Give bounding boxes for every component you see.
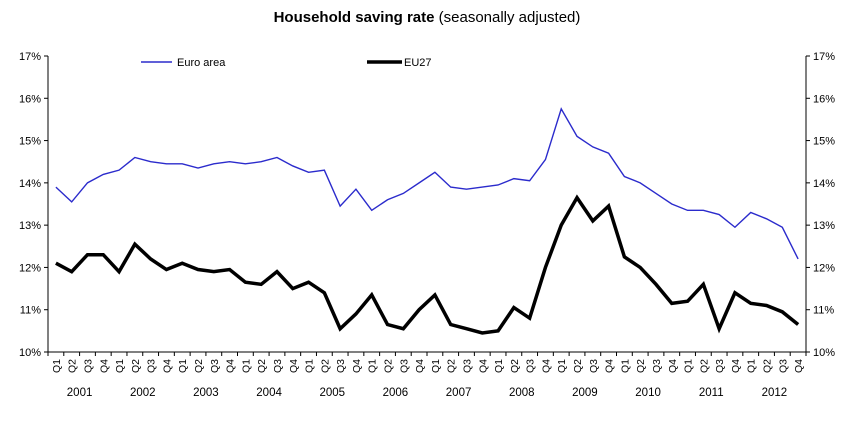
x-tick-label-quarter: Q3	[651, 359, 663, 373]
x-tick-label-quarter: Q2	[67, 359, 79, 373]
x-tick-label-quarter: Q2	[762, 359, 774, 373]
chart-page: Household saving rate (seasonally adjust…	[0, 0, 854, 399]
x-tick-label-quarter: Q3	[714, 359, 726, 373]
y-tick-label-left: 12%	[19, 262, 41, 274]
x-year-label: 2011	[699, 387, 724, 399]
x-tick-label-quarter: Q4	[414, 359, 426, 373]
chart-title-suffix: (seasonally adjusted)	[434, 9, 581, 26]
x-tick-label-quarter: Q4	[161, 359, 173, 373]
x-year-label: 2003	[193, 387, 219, 399]
y-tick-label-right: 12%	[813, 262, 835, 274]
x-tick-label-quarter: Q1	[619, 359, 631, 373]
x-tick-label-quarter: Q2	[509, 359, 521, 373]
x-tick-label-quarter: Q2	[698, 359, 710, 373]
x-tick-label-quarter: Q1	[683, 359, 695, 373]
y-tick-label-left: 17%	[19, 51, 41, 63]
x-year-label: 2006	[383, 387, 409, 399]
y-tick-label-left: 14%	[19, 178, 41, 190]
x-tick-label-quarter: Q2	[130, 359, 142, 373]
y-tick-label-right: 17%	[813, 51, 835, 63]
series-line-eu27	[55, 194, 800, 335]
x-tick-label-quarter: Q3	[209, 359, 221, 373]
x-year-label: 2009	[572, 387, 598, 399]
x-year-label: 2004	[256, 387, 282, 399]
x-tick-label-quarter: Q4	[288, 359, 300, 373]
x-tick-label-quarter: Q1	[430, 359, 442, 373]
x-tick-label-quarter: Q2	[446, 359, 458, 373]
y-tick-label-left: 16%	[19, 93, 41, 105]
x-tick-label-quarter: Q2	[383, 359, 395, 373]
y-tick-label-left: 10%	[19, 347, 41, 359]
y-tick-label-right: 11%	[813, 305, 834, 317]
x-tick-label-quarter: Q2	[572, 359, 584, 373]
y-tick-label-left: 15%	[19, 136, 41, 148]
x-tick-label-quarter: Q1	[746, 359, 758, 373]
x-tick-label-quarter: Q4	[730, 359, 742, 373]
x-year-label: 2012	[762, 387, 788, 399]
x-tick-label-quarter: Q1	[304, 359, 316, 373]
x-tick-label-quarter: Q4	[667, 359, 679, 373]
y-tick-label-left: 11%	[20, 305, 41, 317]
x-tick-label-quarter: Q1	[177, 359, 189, 373]
x-tick-label-quarter: Q4	[477, 359, 489, 373]
x-tick-label-quarter: Q2	[193, 359, 205, 373]
x-year-label: 2002	[130, 387, 156, 399]
x-tick-label-quarter: Q4	[225, 359, 237, 373]
x-tick-label-quarter: Q3	[335, 359, 347, 373]
x-tick-label-quarter: Q3	[461, 359, 473, 373]
x-tick-label-quarter: Q1	[114, 359, 126, 373]
x-tick-label-quarter: Q4	[351, 359, 363, 373]
x-tick-label-quarter: Q3	[588, 359, 600, 373]
x-tick-label-quarter: Q1	[240, 359, 252, 373]
chart-title: Household saving rate (seasonally adjust…	[0, 0, 854, 26]
legend-label-eu27: EU27	[404, 57, 432, 69]
x-tick-label-quarter: Q2	[635, 359, 647, 373]
x-year-label: 2001	[67, 387, 93, 399]
x-tick-label-quarter: Q3	[146, 359, 158, 373]
x-tick-label-quarter: Q1	[367, 359, 379, 373]
saving-rate-line-chart: 10% 10% 11% 11% 12% 12% 13% 13% 14% 14% 15% 15% 16% 1…	[19, 51, 835, 399]
x-tick-label-quarter: Q4	[604, 359, 616, 373]
x-tick-label-quarter: Q1	[493, 359, 505, 373]
y-tick-label-right: 10%	[813, 347, 835, 359]
x-tick-label-quarter: Q2	[256, 359, 268, 373]
x-year-label: 2007	[446, 387, 472, 399]
x-tick-label-quarter: Q4	[793, 359, 805, 373]
x-tick-label-quarter: Q2	[319, 359, 331, 373]
y-tick-label-right: 13%	[813, 220, 835, 232]
x-tick-label-quarter: Q1	[51, 359, 63, 373]
x-tick-label-quarter: Q3	[272, 359, 284, 373]
x-year-label: 2008	[509, 387, 535, 399]
chart-title-main: Household saving rate	[273, 9, 435, 26]
series-line-euro-area	[55, 107, 799, 260]
x-year-label: 2010	[635, 387, 661, 399]
y-tick-label-left: 13%	[19, 220, 41, 232]
x-tick-label-quarter: Q3	[777, 359, 789, 373]
x-tick-label-quarter: Q4	[98, 359, 110, 373]
x-tick-label-quarter: Q3	[398, 359, 410, 373]
x-tick-label-quarter: Q4	[540, 359, 552, 373]
y-tick-label-right: 14%	[813, 178, 835, 190]
x-tick-label-quarter: Q3	[525, 359, 537, 373]
x-tick-label-quarter: Q1	[556, 359, 568, 373]
x-year-label: 2005	[319, 387, 345, 399]
legend-label-euro-area: Euro area	[177, 57, 226, 69]
x-tick-label-quarter: Q3	[82, 359, 94, 373]
y-tick-label-right: 15%	[813, 136, 835, 148]
y-tick-label-right: 16%	[813, 93, 835, 105]
